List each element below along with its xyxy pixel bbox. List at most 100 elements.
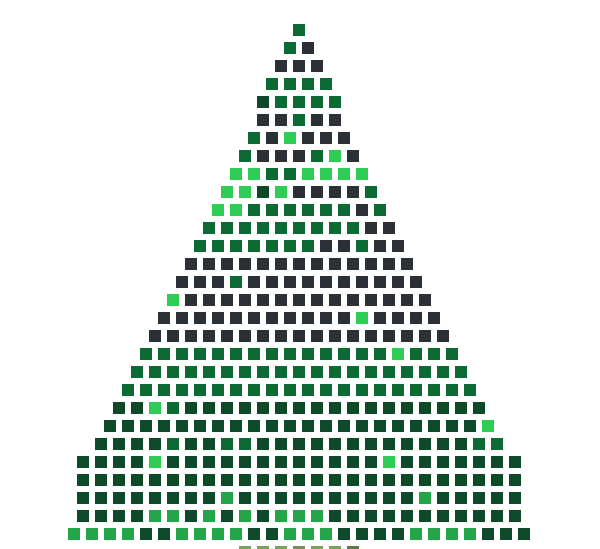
canopy-block-r17-c3 — [203, 330, 215, 342]
canopy-block-r16-c8 — [302, 312, 314, 324]
canopy-block-r26-c18 — [401, 492, 413, 504]
canopy-block-r12-c7 — [320, 240, 332, 252]
canopy-block-r25-c1 — [95, 474, 107, 486]
canopy-block-r13-c10 — [365, 258, 377, 270]
canopy-block-r11-c8 — [347, 222, 359, 234]
canopy-block-r23-c11 — [293, 438, 305, 450]
canopy-block-r19-c4 — [203, 366, 215, 378]
canopy-block-r26-c24 — [509, 492, 521, 504]
canopy-block-r28-c10 — [248, 528, 260, 540]
canopy-block-r22-c13 — [338, 420, 350, 432]
canopy-block-r26-c15 — [347, 492, 359, 504]
canopy-block-r13-c9 — [347, 258, 359, 270]
canopy-block-r28-c3 — [122, 528, 134, 540]
canopy-block-r28-c21 — [446, 528, 458, 540]
canopy-block-r9-c5 — [311, 186, 323, 198]
canopy-block-r23-c13 — [329, 438, 341, 450]
canopy-block-r24-c12 — [293, 456, 305, 468]
tree-canopy — [68, 24, 530, 540]
canopy-block-r0-c0 — [293, 24, 305, 36]
canopy-block-r13-c12 — [401, 258, 413, 270]
canopy-block-r24-c17 — [383, 456, 395, 468]
canopy-block-r7-c4 — [311, 150, 323, 162]
canopy-block-r6-c1 — [266, 132, 278, 144]
canopy-block-r21-c18 — [437, 402, 449, 414]
canopy-block-r13-c6 — [293, 258, 305, 270]
canopy-block-r25-c7 — [203, 474, 215, 486]
canopy-block-r1-c0 — [284, 42, 296, 54]
canopy-block-r23-c5 — [185, 438, 197, 450]
canopy-block-r22-c1 — [122, 420, 134, 432]
canopy-block-r17-c9 — [311, 330, 323, 342]
canopy-block-r22-c2 — [140, 420, 152, 432]
canopy-block-r23-c15 — [365, 438, 377, 450]
canopy-block-r6-c2 — [284, 132, 296, 144]
canopy-block-r20-c11 — [320, 384, 332, 396]
canopy-block-r27-c7 — [203, 510, 215, 522]
canopy-block-r26-c21 — [455, 492, 467, 504]
canopy-block-r26-c4 — [149, 492, 161, 504]
canopy-block-r23-c22 — [491, 438, 503, 450]
trunk-block-r0-c2 — [275, 546, 287, 549]
canopy-block-r25-c0 — [77, 474, 89, 486]
canopy-block-r1-c1 — [302, 42, 314, 54]
canopy-block-r15-c8 — [311, 294, 323, 306]
canopy-block-r23-c18 — [419, 438, 431, 450]
canopy-block-r24-c21 — [455, 456, 467, 468]
canopy-block-r18-c13 — [374, 348, 386, 360]
canopy-block-r28-c4 — [140, 528, 152, 540]
canopy-block-r9-c2 — [257, 186, 269, 198]
canopy-block-r19-c1 — [149, 366, 161, 378]
canopy-block-r18-c8 — [284, 348, 296, 360]
canopy-block-r17-c12 — [365, 330, 377, 342]
canopy-block-r15-c5 — [257, 294, 269, 306]
canopy-block-r11-c3 — [257, 222, 269, 234]
canopy-block-r16-c3 — [212, 312, 224, 324]
canopy-block-r27-c15 — [347, 510, 359, 522]
canopy-block-r8-c2 — [266, 168, 278, 180]
trunk-block-r0-c3 — [293, 546, 305, 549]
canopy-block-r25-c9 — [239, 474, 251, 486]
canopy-block-r21-c19 — [455, 402, 467, 414]
canopy-block-r5-c0 — [257, 114, 269, 126]
canopy-block-r20-c18 — [446, 384, 458, 396]
canopy-block-r19-c0 — [131, 366, 143, 378]
canopy-block-r24-c2 — [113, 456, 125, 468]
canopy-block-r25-c18 — [401, 474, 413, 486]
canopy-block-r27-c9 — [239, 510, 251, 522]
canopy-block-r22-c12 — [320, 420, 332, 432]
canopy-block-r2-c0 — [275, 60, 287, 72]
canopy-block-r22-c20 — [464, 420, 476, 432]
canopy-block-r28-c9 — [230, 528, 242, 540]
canopy-block-r4-c2 — [293, 96, 305, 108]
canopy-block-r25-c11 — [275, 474, 287, 486]
canopy-block-r19-c12 — [347, 366, 359, 378]
canopy-block-r12-c3 — [248, 240, 260, 252]
canopy-block-r26-c3 — [131, 492, 143, 504]
canopy-block-r23-c17 — [401, 438, 413, 450]
canopy-block-r21-c4 — [185, 402, 197, 414]
canopy-block-r15-c11 — [365, 294, 377, 306]
canopy-block-r19-c3 — [185, 366, 197, 378]
canopy-block-r21-c17 — [419, 402, 431, 414]
canopy-block-r26-c11 — [275, 492, 287, 504]
canopy-block-r27-c6 — [185, 510, 197, 522]
canopy-block-r11-c10 — [383, 222, 395, 234]
canopy-block-r26-c16 — [365, 492, 377, 504]
canopy-block-r22-c11 — [302, 420, 314, 432]
canopy-block-r27-c13 — [311, 510, 323, 522]
canopy-block-r5-c1 — [275, 114, 287, 126]
canopy-block-r15-c9 — [329, 294, 341, 306]
canopy-block-r25-c24 — [509, 474, 521, 486]
canopy-block-r20-c8 — [266, 384, 278, 396]
canopy-block-r15-c12 — [383, 294, 395, 306]
canopy-block-r28-c22 — [464, 528, 476, 540]
canopy-block-r21-c13 — [347, 402, 359, 414]
canopy-block-r24-c24 — [509, 456, 521, 468]
canopy-block-r16-c10 — [338, 312, 350, 324]
canopy-block-r26-c13 — [311, 492, 323, 504]
canopy-block-r18-c5 — [230, 348, 242, 360]
canopy-block-r20-c13 — [356, 384, 368, 396]
canopy-block-r6-c3 — [302, 132, 314, 144]
